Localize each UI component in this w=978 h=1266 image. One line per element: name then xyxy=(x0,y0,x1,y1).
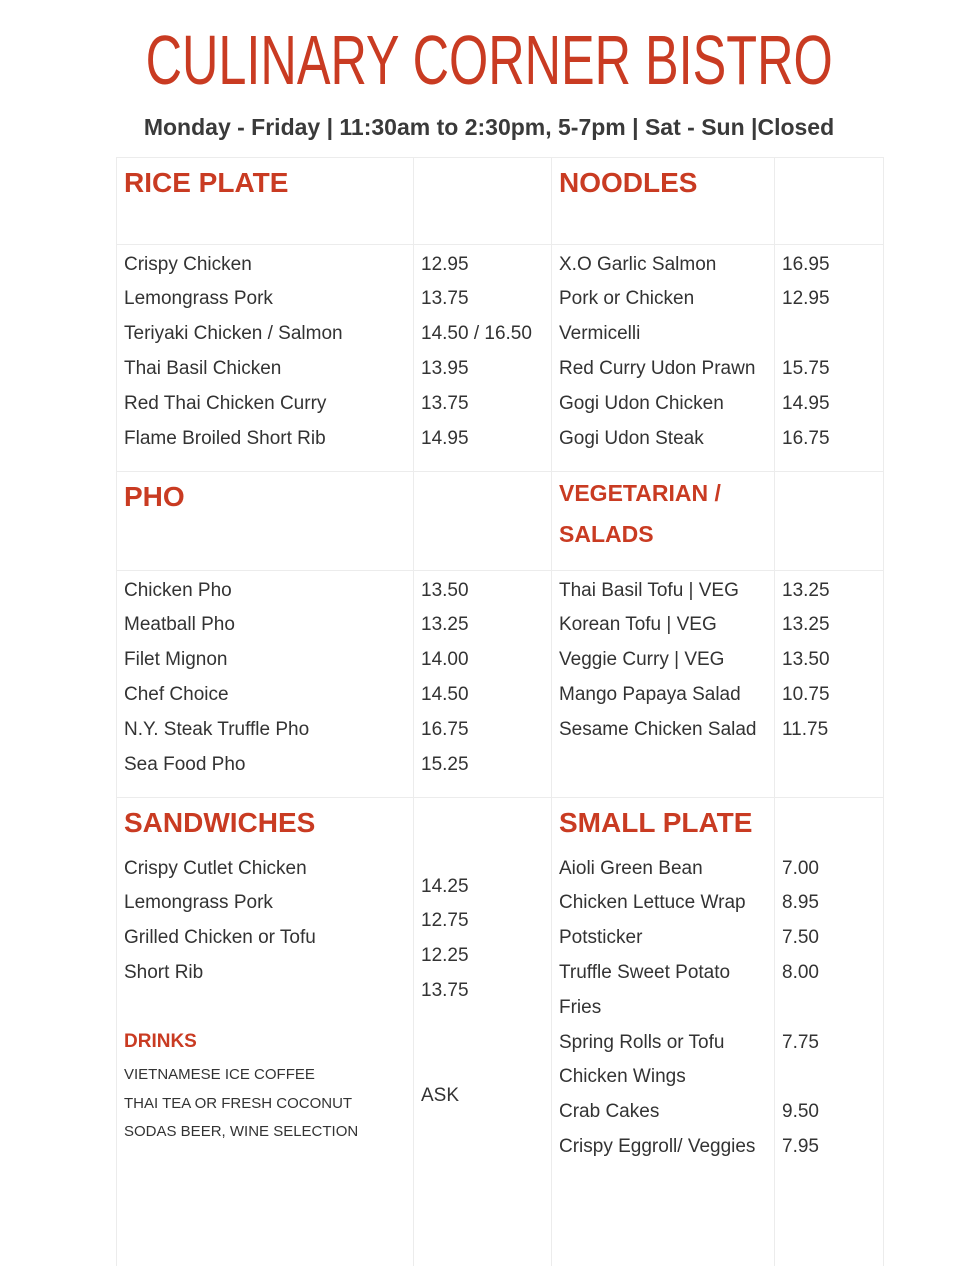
menu-item-price: 13.75 xyxy=(421,288,469,310)
section-heading-small_plate: SMALL PLATE xyxy=(559,807,753,838)
menu-item-price: 13.25 xyxy=(782,614,830,636)
menu-item-price: 13.50 xyxy=(782,649,830,671)
menu-item-price: 7.75 xyxy=(782,1031,819,1053)
menu-item-price: 15.75 xyxy=(782,357,830,379)
menu-item-price: 13.50 xyxy=(421,579,469,601)
menu-item-price: 14.95 xyxy=(782,392,830,414)
section-heading-pho: PHO xyxy=(124,481,185,512)
section-heading-vegetarian: SALADS xyxy=(559,521,654,547)
menu-item-price: 12.25 xyxy=(421,945,469,967)
menu-item-name: X.O Garlic Salmon xyxy=(559,253,717,275)
menu-item-price: 16.95 xyxy=(782,253,830,275)
menu-item-price: 16.75 xyxy=(782,427,830,449)
section-heading-rice_plate: RICE PLATE xyxy=(124,167,289,198)
menu-item-name: Chicken Lettuce Wrap xyxy=(559,892,746,914)
menu-item-name: Thai Basil Chicken xyxy=(124,357,282,379)
menu-item-name: Fries xyxy=(559,996,602,1018)
menu-item-name: Aioli Green Bean xyxy=(559,857,703,879)
column-divider xyxy=(116,157,117,1266)
column-divider xyxy=(413,157,414,1266)
drinks-price: ASK xyxy=(421,1084,460,1106)
menu-item-price: 12.75 xyxy=(421,910,469,932)
menu-item-name: Gogi Udon Steak xyxy=(559,427,704,449)
menu-item-name: Sea Food Pho xyxy=(124,753,246,775)
menu-item-price: 13.75 xyxy=(421,979,469,1001)
menu-item-name: Crispy Eggroll/ Veggies xyxy=(559,1135,756,1157)
menu-item-name: Teriyaki Chicken / Salmon xyxy=(124,323,343,345)
menu-item-price: 8.00 xyxy=(782,961,819,983)
section-heading-sandwiches: SANDWICHES xyxy=(124,807,316,838)
menu-item-name: Truffle Sweet Potato xyxy=(559,961,731,983)
restaurant-title: CULINARY CORNER BISTRO xyxy=(145,21,833,99)
menu-item-name: Pork or Chicken xyxy=(559,288,695,310)
menu-item-name: Thai Basil Tofu | VEG xyxy=(559,579,739,601)
section-heading-drinks: DRINKS xyxy=(124,1031,197,1052)
menu-item-name: Spring Rolls or Tofu xyxy=(559,1031,725,1053)
menu-item-price: 12.95 xyxy=(782,288,830,310)
menu-item-name: Grilled Chicken or Tofu xyxy=(124,927,316,949)
menu-item-price: 13.25 xyxy=(782,579,830,601)
column-divider xyxy=(883,157,884,1266)
menu-item-name: Lemongrass Pork xyxy=(124,288,273,310)
drink-item: VIETNAMESE ICE COFFEE xyxy=(124,1066,315,1083)
menu-item-name: Chicken Wings xyxy=(559,1066,686,1088)
column-divider xyxy=(774,157,775,1266)
menu-item-name: Lemongrass Pork xyxy=(124,892,273,914)
drink-item: SODAS BEER, WINE SELECTION xyxy=(124,1123,359,1140)
menu-item-price: 14.50 / 16.50 xyxy=(421,323,532,345)
menu-item-price: 14.25 xyxy=(421,875,469,897)
menu-item-price: 10.75 xyxy=(782,683,830,705)
menu-item-price: 8.95 xyxy=(782,892,819,914)
menu-item-name: Vermicelli xyxy=(559,323,641,345)
section-heading-noodles: NOODLES xyxy=(559,167,698,198)
section-heading-vegetarian: VEGETARIAN / xyxy=(559,480,721,506)
menu-item-name: Korean Tofu | VEG xyxy=(559,614,717,636)
menu-item-price: 13.75 xyxy=(421,392,469,414)
menu-item-price: 7.95 xyxy=(782,1135,819,1157)
menu-item-name: Chef Choice xyxy=(124,683,229,705)
menu-item-name: N.Y. Steak Truffle Pho xyxy=(124,718,310,740)
menu-item-price: 13.95 xyxy=(421,357,469,379)
row-divider xyxy=(116,157,884,158)
menu-item-name: Flame Broiled Short Rib xyxy=(124,427,326,449)
drink-item: THAI TEA OR FRESH COCONUT xyxy=(124,1094,353,1112)
menu-item-name: Red Thai Chicken Curry xyxy=(124,392,327,414)
menu-item-name: Crab Cakes xyxy=(559,1101,660,1123)
menu-item-price: 12.95 xyxy=(421,253,469,275)
menu-item-price: 13.25 xyxy=(421,614,469,636)
menu-item-name: Mango Papaya Salad xyxy=(559,683,741,705)
menu-item-name: Chicken Pho xyxy=(124,579,232,601)
menu-item-name: Filet Mignon xyxy=(124,649,228,671)
menu-item-name: Sesame Chicken Salad xyxy=(559,718,757,740)
menu-item-price: 14.00 xyxy=(421,649,469,671)
menu-item-name: Veggie Curry | VEG xyxy=(559,649,725,671)
menu-item-name: Short Rib xyxy=(124,961,204,983)
menu-item-name: Meatball Pho xyxy=(124,614,235,636)
row-divider xyxy=(116,570,884,571)
menu-item-name: Potsticker xyxy=(559,927,643,949)
menu-item-name: Gogi Udon Chicken xyxy=(559,392,724,414)
row-divider xyxy=(116,244,884,245)
menu-item-name: Crispy Cutlet Chicken xyxy=(124,857,307,879)
column-divider xyxy=(551,157,552,1266)
menu-item-price: 7.00 xyxy=(782,857,819,879)
menu-item-price: 9.50 xyxy=(782,1101,819,1123)
menu-item-name: Crispy Chicken xyxy=(124,253,252,275)
menu-item-price: 14.50 xyxy=(421,683,469,705)
opening-hours: Monday - Friday | 11:30am to 2:30pm, 5-7… xyxy=(143,114,835,140)
menu-item-price: 14.95 xyxy=(421,427,469,449)
row-divider xyxy=(116,797,884,798)
menu-item-price: 11.75 xyxy=(782,718,829,740)
menu-item-name: Red Curry Udon Prawn xyxy=(559,357,756,379)
row-divider xyxy=(116,471,884,472)
menu-item-price: 15.25 xyxy=(421,753,469,775)
menu-item-price: 16.75 xyxy=(421,718,469,740)
menu-item-price: 7.50 xyxy=(782,927,819,949)
